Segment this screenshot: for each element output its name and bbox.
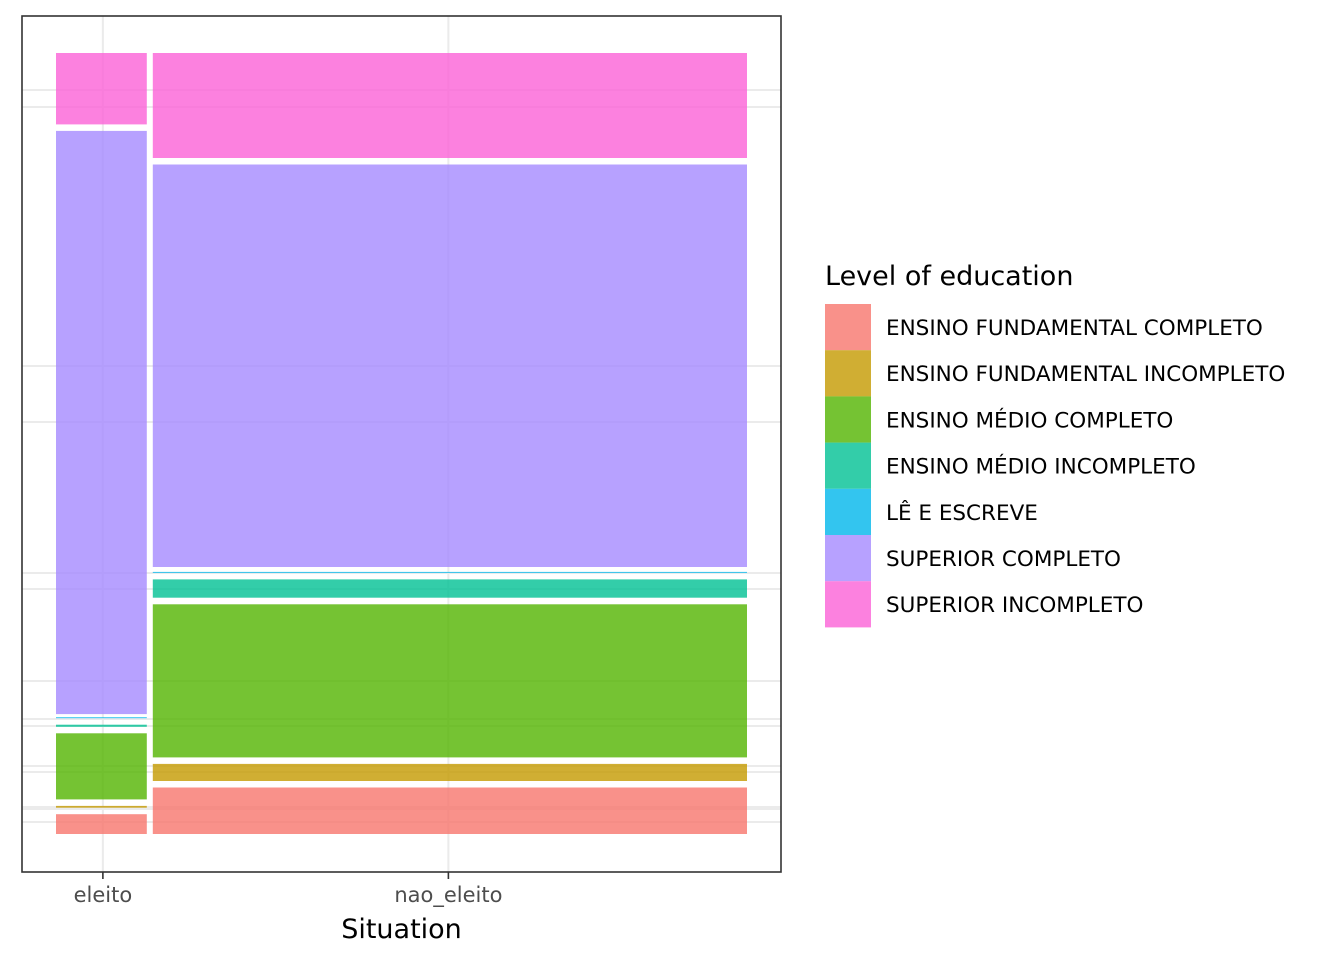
tile-nao_eleito-1: [152, 787, 748, 834]
tile-eleito-5: [56, 717, 147, 719]
tile-nao_eleito-5: [152, 571, 748, 573]
legend-label: ENSINO MÉDIO INCOMPLETO: [886, 454, 1196, 480]
x-tick-label-eleito: eleito: [74, 883, 133, 907]
tile-eleito-7: [56, 53, 147, 125]
x-axis-title: Situation: [341, 914, 462, 945]
legend-label: ENSINO MÉDIO COMPLETO: [886, 407, 1173, 433]
tile-eleito-3: [56, 733, 147, 800]
plot-border: [21, 15, 782, 873]
tile-nao_eleito-2: [152, 763, 748, 781]
legend-key: [825, 535, 871, 582]
legend-label: SUPERIOR COMPLETO: [886, 547, 1121, 572]
legend-key: [825, 442, 871, 489]
legend-label: SUPERIOR INCOMPLETO: [886, 593, 1143, 618]
legend-label: ENSINO FUNDAMENTAL COMPLETO: [886, 316, 1263, 341]
tile-eleito-4: [56, 724, 147, 727]
tile-eleito-1: [56, 814, 147, 834]
tile-nao_eleito-3: [152, 604, 748, 758]
tile-nao_eleito-6: [152, 164, 748, 567]
legend-key: [825, 581, 871, 628]
legend-key: [825, 488, 871, 535]
legend: ENSINO FUNDAMENTAL COMPLETO ENSINO FUNDAM…: [825, 304, 1285, 628]
tile-nao_eleito-7: [152, 53, 748, 158]
x-axis: eleito nao_eleito: [74, 872, 502, 908]
legend-label: LÊ E ESCREVE: [886, 500, 1038, 526]
legend-label: ENSINO FUNDAMENTAL INCOMPLETO: [886, 362, 1285, 387]
legend-key: [825, 350, 871, 397]
x-tick-label-nao_eleito: nao_eleito: [394, 883, 502, 908]
legend-key: [825, 304, 871, 351]
tile-nao_eleito-4: [152, 579, 748, 598]
tile-eleito-6: [56, 130, 147, 715]
legend-key: [825, 396, 871, 443]
mosaic-tiles: [56, 53, 748, 834]
tile-eleito-2: [56, 805, 147, 808]
legend-title: Level of education: [825, 261, 1073, 292]
